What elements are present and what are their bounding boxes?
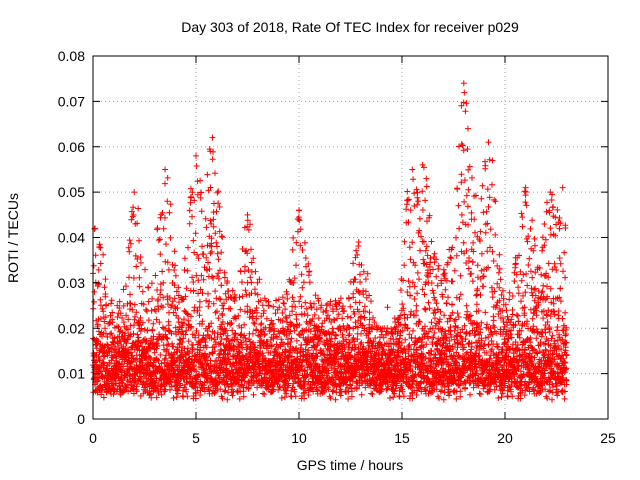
peak-point-13: [522, 184, 529, 191]
ticks-layer: [92, 55, 609, 420]
peak-point-11: [464, 125, 471, 132]
y-tick-label: 0.04: [58, 230, 85, 246]
grid-layer: [93, 56, 608, 419]
peak-point-15: [559, 184, 566, 191]
peak-point-7: [355, 239, 362, 246]
peak-point-5: [244, 211, 251, 218]
tick-labels-layer: 0 5 10 15 20 25 0 0.01 0.02 0.03 0.04 0.05 0.06 0.07 0…: [58, 48, 616, 446]
x-tick-label: 20: [497, 430, 513, 446]
peak-point-12: [485, 139, 492, 146]
peak-point-8: [409, 166, 416, 173]
chart-title: Day 303 of 2018, Rate Of TEC Index for r…: [181, 19, 519, 35]
y-tick-label: 0.08: [58, 48, 85, 64]
x-tick-label: 25: [600, 430, 616, 446]
peak-point-14: [547, 189, 554, 196]
y-axis-label: ROTI / TECUs: [5, 193, 21, 283]
x-tick-label: 15: [394, 430, 410, 446]
y-tick-label: 0.03: [58, 275, 85, 291]
y-tick-label: 0: [77, 411, 85, 427]
peak-point-2: [162, 166, 169, 173]
peak-point-10: [460, 80, 467, 87]
x-axis-label: GPS time / hours: [297, 457, 404, 473]
y-tick-label: 0.01: [58, 366, 85, 382]
peak-point-9: [419, 161, 426, 168]
x-tick-label: 10: [291, 430, 307, 446]
y-tick-label: 0.07: [58, 93, 85, 109]
y-tick-label: 0.02: [58, 320, 85, 336]
peak-point-1: [131, 189, 138, 196]
y-tick-label: 0.05: [58, 184, 85, 200]
peak-point-6: [296, 207, 302, 214]
peak-point-4: [209, 134, 216, 141]
y-tick-label: 0.06: [58, 139, 85, 155]
x-tick-label: 5: [192, 430, 200, 446]
peak-point-3: [193, 152, 199, 159]
x-tick-label: 0: [89, 430, 97, 446]
